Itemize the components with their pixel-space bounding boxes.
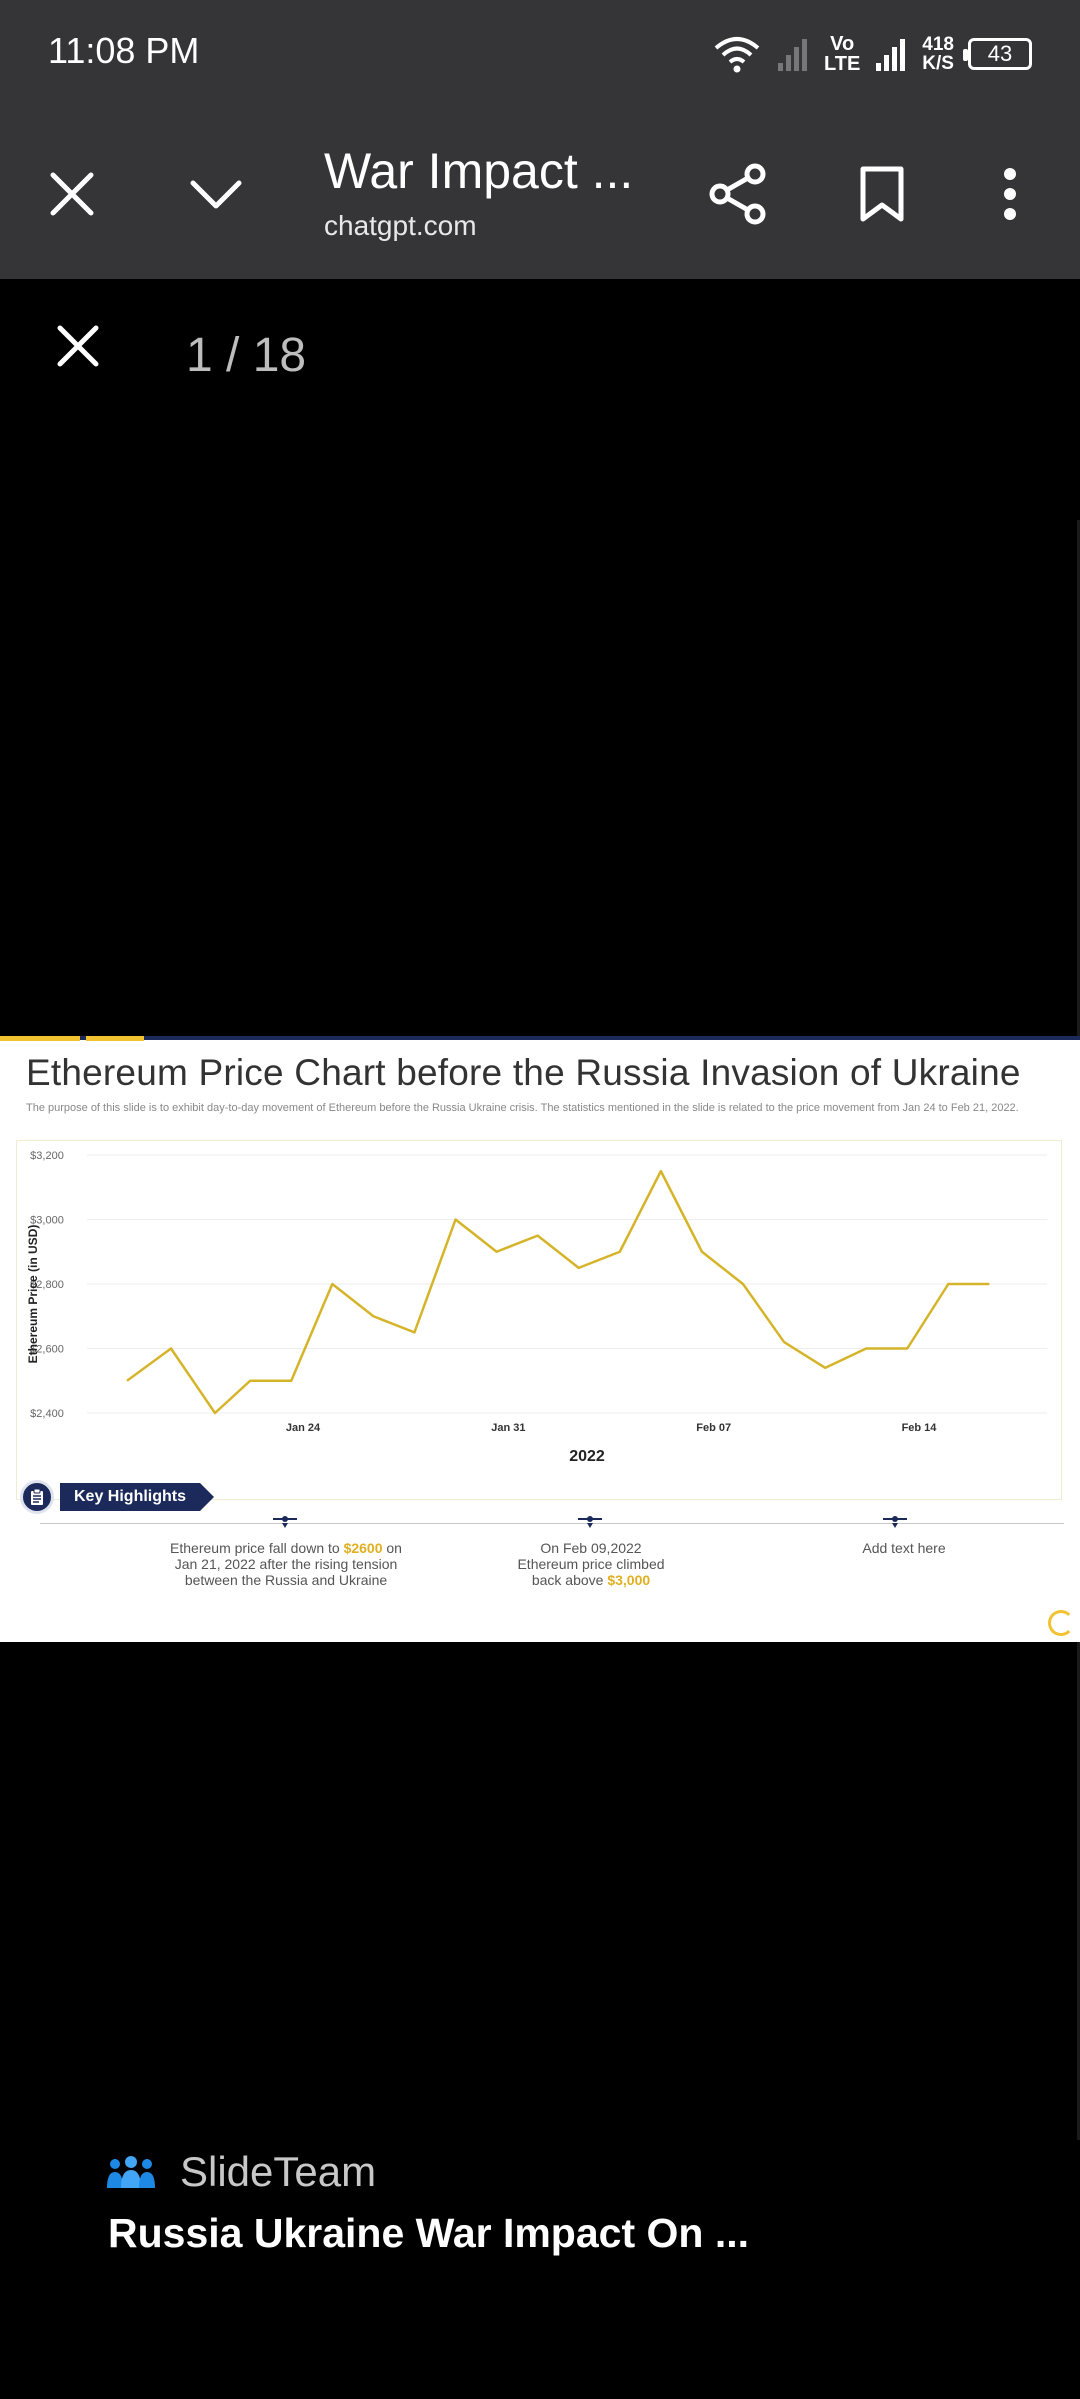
network-speed: 418 K/S [922, 34, 954, 74]
close-viewer-button[interactable] [42, 310, 114, 382]
slide-accent-bar [0, 1036, 80, 1041]
highlight-text-1: Ethereum price fall down to $2600 on Jan… [170, 1540, 402, 1588]
price-chart: $2,400 $2,600 $2,800 $3,000 $3,200 Jan 24 Jan … [16, 1140, 1062, 1500]
close-icon [50, 172, 94, 216]
y-tick-label: $2,800 [30, 1279, 64, 1291]
x-tick-label: Jan 31 [491, 1422, 525, 1434]
close-tab-button[interactable] [36, 158, 108, 230]
y-tick-label: $2,600 [30, 1344, 64, 1356]
minimize-button[interactable] [180, 158, 252, 230]
slide-image[interactable]: Ethereum Price Chart before the Russia I… [0, 1036, 1080, 1642]
status-icons: Vo LTE 418 K/S 43 [712, 30, 1032, 78]
clipboard-icon [20, 1480, 54, 1514]
volte-indicator: Vo LTE [824, 33, 861, 75]
battery-icon: 43 [963, 38, 1032, 70]
page-title: War Impact ... [324, 143, 634, 199]
x-tick-label: Feb 14 [902, 1422, 938, 1434]
pin-marker-icon [883, 1516, 907, 1528]
wifi-icon [714, 37, 760, 73]
slide-title: Ethereum Price Chart before the Russia I… [26, 1052, 1021, 1093]
pin-marker-icon [578, 1516, 602, 1528]
highlight-text-3: Add text here [862, 1540, 946, 1556]
key-highlights-badge: Key Highlights [20, 1480, 215, 1514]
line-chart: $2,400 $2,600 $2,800 $3,000 $3,200 Jan 24 Jan … [26, 1150, 1047, 1465]
more-vertical-icon [1004, 168, 1016, 220]
status-bar: 11:08 PM Vo LTE [0, 0, 1080, 110]
x-tick-label: Jan 24 [286, 1422, 321, 1434]
slide-subtitle: The purpose of this slide is to exhibit … [26, 1102, 1019, 1114]
highlight-text-2: On Feb 09,2022 Ethereum price climbed ba… [517, 1540, 665, 1588]
close-icon [57, 325, 99, 367]
price-series-line [126, 1169, 990, 1415]
page-url: chatgpt.com [324, 210, 477, 241]
loading-spinner-icon [1048, 1610, 1074, 1636]
chevron-down-icon [190, 180, 242, 209]
x-axis-label: 2022 [569, 1448, 605, 1465]
key-highlights-label: Key Highlights [60, 1483, 215, 1511]
y-tick-label: $3,000 [30, 1215, 64, 1227]
source-name: SlideTeam [180, 2148, 377, 2195]
browser-chrome: 11:08 PM Vo LTE [0, 0, 1080, 279]
y-tick-label: $2,400 [30, 1408, 64, 1420]
custom-tab-toolbar: War Impact ... chatgpt.com [0, 120, 1080, 270]
more-options-button[interactable] [974, 158, 1046, 230]
bookmark-icon [860, 166, 904, 222]
share-button[interactable] [702, 158, 774, 230]
bookmark-button[interactable] [846, 158, 918, 230]
document-title[interactable]: Russia Ukraine War Impact On ... [108, 2210, 750, 2256]
slideteam-logo-icon [107, 2156, 155, 2188]
slide-top-border [0, 1036, 1080, 1040]
x-tick-label: Feb 07 [696, 1422, 731, 1434]
y-axis-label: Ethereum Price (in USD) [26, 1225, 40, 1364]
status-time: 11:08 PM [48, 30, 200, 71]
highlights-divider [40, 1523, 1064, 1524]
share-icon [709, 163, 766, 225]
y-tick-label: $3,200 [30, 1150, 64, 1162]
pin-marker-icon [273, 1516, 297, 1528]
signal-weak-icon [778, 39, 807, 71]
source-row[interactable]: SlideTeam [106, 2148, 376, 2196]
page-counter: 1 / 18 [186, 329, 307, 382]
slide-accent-bar [86, 1036, 144, 1041]
signal-strong-icon [876, 39, 906, 71]
